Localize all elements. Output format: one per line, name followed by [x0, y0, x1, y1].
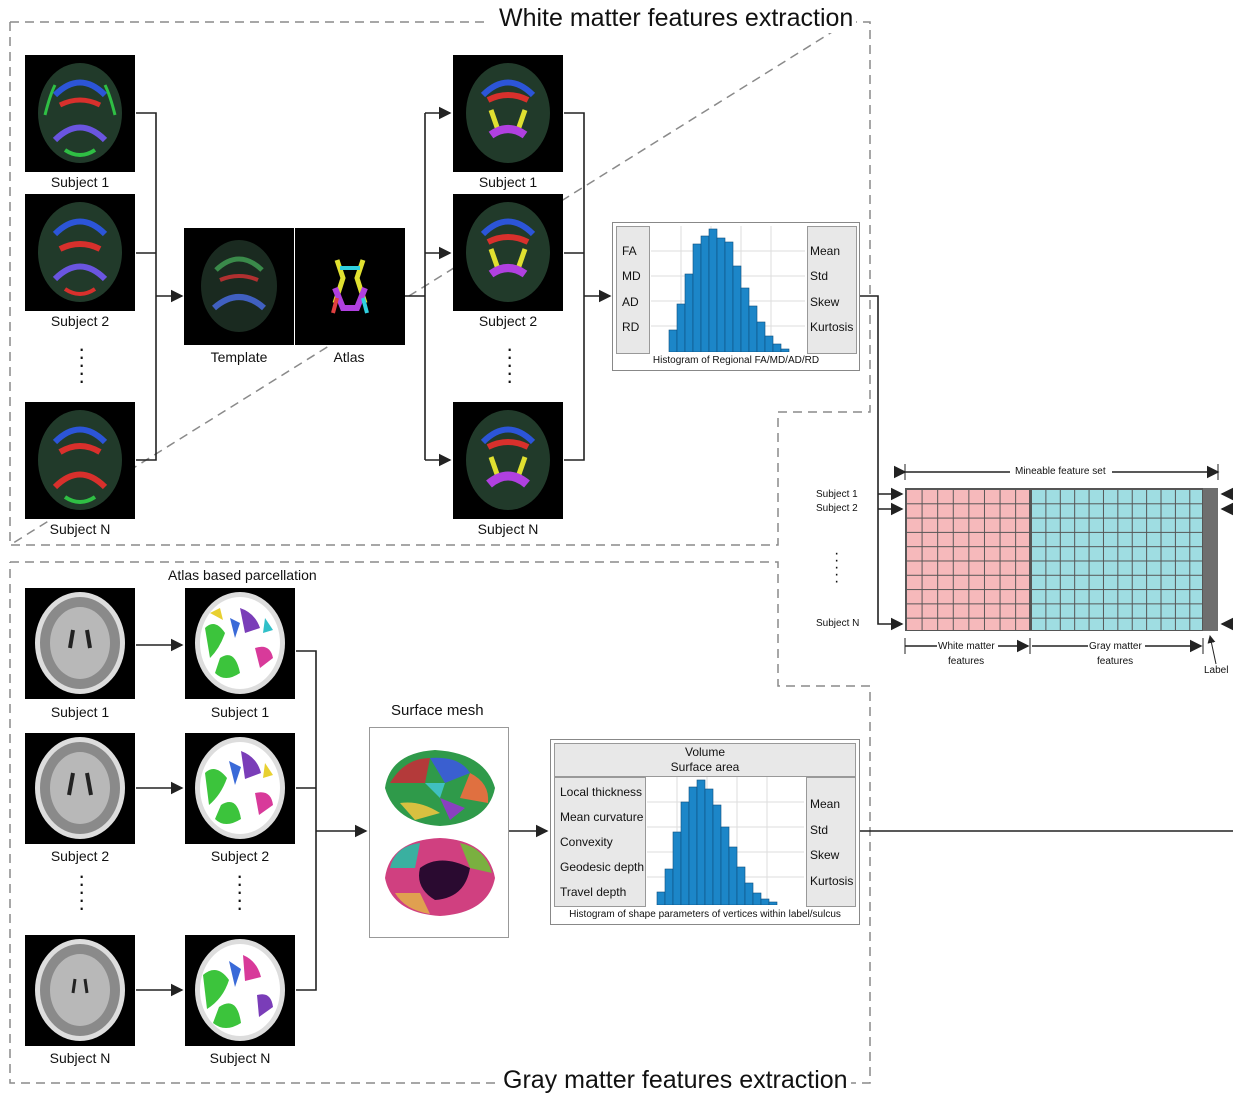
wm-feature-rd: RD: [622, 320, 640, 334]
surface-mesh-box: [369, 727, 509, 938]
wm-registered-subject-1-image: [453, 55, 563, 172]
gm-right-subject-1-label: Subject 1: [210, 704, 270, 720]
wm-left-ellipsis: · · · · ·: [78, 336, 86, 393]
wm-left-subject-1-label: Subject 1: [50, 174, 110, 190]
parcellated-subject-n-image: [185, 935, 295, 1046]
wm-right-subject-2-label: Subject 2: [478, 313, 538, 329]
atlas-parcellation-label: Atlas based parcellation: [168, 567, 317, 583]
gm-hist-right-panel: [806, 777, 856, 907]
atlas-image: [295, 228, 405, 345]
gm-left-subject-2-label: Subject 2: [50, 848, 110, 864]
gm-feature-convexity: Convexity: [560, 835, 613, 849]
wm-registered-subject-2-image: [453, 194, 563, 311]
template-label: Template: [210, 349, 268, 365]
wm-stat-std: Std: [810, 269, 829, 283]
wm-hist-left-panel: [616, 226, 650, 354]
gm-stat-mean: Mean: [810, 797, 841, 811]
feature-rows-ellipsis: · · · · ·: [834, 545, 840, 590]
gm-feature-travel-depth: Travel depth: [560, 885, 627, 899]
wm-features-label-line1: White matter: [937, 641, 996, 652]
wm-right-subject-1-label: Subject 1: [478, 174, 538, 190]
wm-feature-block: [905, 488, 1030, 631]
gm-stat-kurtosis: Kurtosis: [810, 874, 854, 888]
wm-features-label-line2: features: [948, 656, 985, 667]
wm-subject-n-image: [25, 402, 135, 519]
white-matter-title: White matter features extraction: [496, 4, 857, 33]
label-column: [1203, 488, 1218, 631]
gm-left-subject-n-label: Subject N: [49, 1050, 111, 1066]
gm-hist-top-panel: [554, 743, 856, 777]
gm-features-label-line1: Gray matter: [1088, 641, 1143, 652]
wm-feature-md: MD: [622, 269, 641, 283]
gm-feature-block: [1030, 488, 1203, 631]
gm-right-subject-n-label: Subject N: [209, 1050, 271, 1066]
wm-hist-right-panel: [807, 226, 857, 354]
gm-histogram-bars: [647, 777, 804, 905]
gm-feature-mean-curvature: Mean curvature: [560, 810, 644, 824]
feature-row-subject-1: Subject 1: [816, 489, 858, 500]
surface-mesh-label: Surface mesh: [391, 702, 484, 719]
feature-set-title: Mineable feature set: [1013, 466, 1108, 477]
gm-stat-skew: Skew: [810, 848, 840, 862]
atlas-label: Atlas: [333, 349, 365, 365]
wm-left-subject-2-label: Subject 2: [50, 313, 110, 329]
wm-registered-subject-n-image: [453, 402, 563, 519]
t1-subject-1-image: [25, 588, 135, 699]
wm-histogram-bars: [651, 226, 805, 352]
label-column-label: Label: [1204, 665, 1229, 676]
feature-row-subject-n: Subject N: [816, 618, 860, 629]
wm-right-subject-n-label: Subject N: [477, 521, 539, 537]
t1-subject-2-image: [25, 733, 135, 844]
t1-subject-n-image: [25, 935, 135, 1046]
gray-matter-title: Gray matter features extraction: [500, 1066, 851, 1095]
gm-feature-surface-area: Surface area: [670, 760, 740, 774]
wm-feature-fa: FA: [622, 244, 637, 258]
wm-stat-mean: Mean: [810, 244, 841, 258]
gm-right-subject-2-label: Subject 2: [210, 848, 270, 864]
gm-right-ellipsis: · · · · ·: [236, 863, 244, 920]
wm-histogram-caption: Histogram of Regional FA/MD/AD/RD: [652, 355, 820, 366]
feature-row-subject-2: Subject 2: [816, 503, 858, 514]
wm-left-subject-n-label: Subject N: [49, 521, 111, 537]
parcellated-subject-2-image: [185, 733, 295, 844]
gm-hist-left-panel: [554, 777, 646, 907]
wm-feature-ad: AD: [622, 295, 639, 309]
surface-mesh-image: [385, 750, 495, 916]
wm-stat-skew: Skew: [810, 295, 840, 309]
wm-right-ellipsis: · · · · ·: [506, 336, 514, 393]
gm-histogram-panel: Volume Surface area Local thickness Mean…: [550, 739, 860, 925]
gm-left-subject-1-label: Subject 1: [50, 704, 110, 720]
gm-feature-volume: Volume: [684, 745, 726, 759]
gm-stat-std: Std: [810, 823, 829, 837]
wm-subject-1-image: [25, 55, 135, 172]
gm-features-label-line2: features: [1097, 656, 1134, 667]
parcellated-subject-1-image: [185, 588, 295, 699]
wm-histogram-panel: FA MD AD RD Mean Std Skew Kurtosis Histo…: [612, 222, 860, 371]
wm-subject-2-image: [25, 194, 135, 311]
wm-stat-kurtosis: Kurtosis: [810, 320, 854, 334]
template-image: [184, 228, 294, 345]
gm-histogram-caption: Histogram of shape parameters of vertice…: [569, 909, 841, 920]
gm-feature-geodesic-depth: Geodesic depth: [560, 860, 645, 874]
gm-left-ellipsis: · · · · ·: [78, 863, 86, 920]
gm-feature-local-thickness: Local thickness: [560, 785, 643, 799]
